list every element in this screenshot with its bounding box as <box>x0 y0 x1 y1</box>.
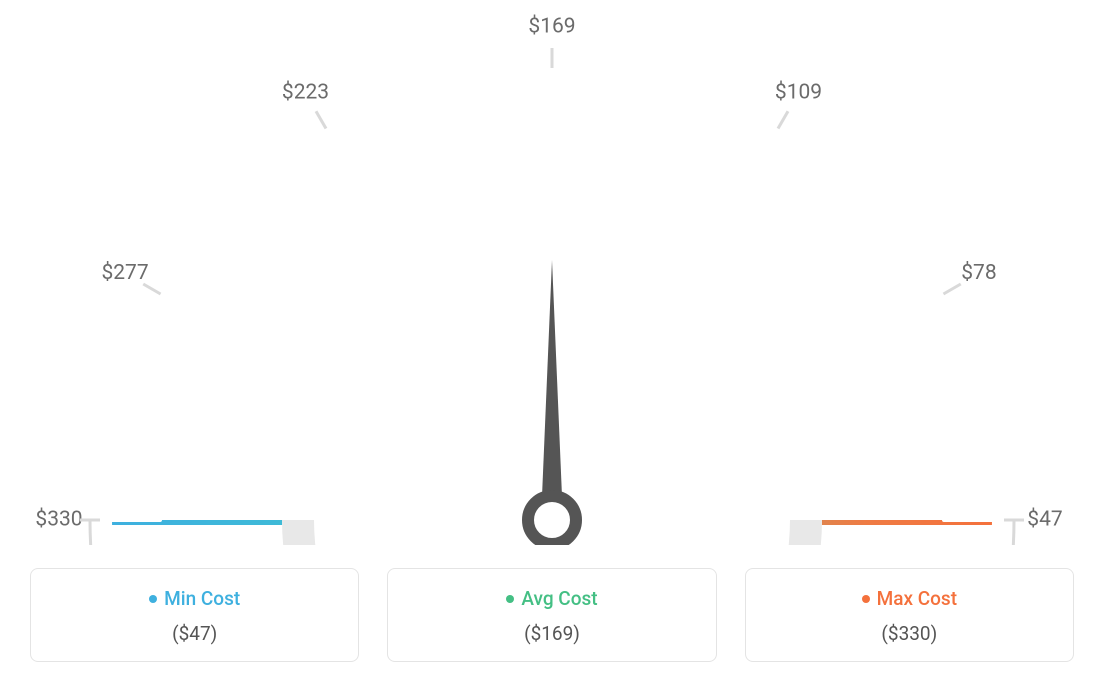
legend-card-avg: Avg Cost ($169) <box>387 568 716 662</box>
svg-text:$330: $330 <box>35 508 82 532</box>
legend-value-max: ($330) <box>756 622 1063 645</box>
svg-text:$78: $78 <box>961 261 996 285</box>
legend-label-min-text: Min Cost <box>164 587 240 610</box>
legend-label-max: Max Cost <box>862 587 957 610</box>
legend-value-min: ($47) <box>41 622 348 645</box>
legend-label-avg-text: Avg Cost <box>521 587 597 610</box>
legend-label-avg: Avg Cost <box>506 587 597 610</box>
svg-text:$277: $277 <box>101 261 148 285</box>
legend-card-min: Min Cost ($47) <box>30 568 359 662</box>
gauge-chart: $47 $78 $109 $169 $223 $277 $330 <box>0 0 1104 545</box>
gauge-container: $47 $78 $109 $169 $223 $277 $330 <box>0 0 1104 545</box>
legend-value-avg: ($169) <box>398 622 705 645</box>
svg-text:$169: $169 <box>528 15 575 39</box>
legend-label-min: Min Cost <box>149 587 240 610</box>
legend-row: Min Cost ($47) Avg Cost ($169) Max Cost … <box>0 568 1104 662</box>
legend-dot-max <box>862 595 870 603</box>
legend-label-max-text: Max Cost <box>877 587 957 610</box>
svg-text:$47: $47 <box>1027 508 1062 532</box>
legend-dot-avg <box>506 595 514 603</box>
legend-dot-min <box>149 595 157 603</box>
svg-text:$109: $109 <box>775 81 822 105</box>
legend-card-max: Max Cost ($330) <box>745 568 1074 662</box>
svg-text:$223: $223 <box>282 81 329 105</box>
